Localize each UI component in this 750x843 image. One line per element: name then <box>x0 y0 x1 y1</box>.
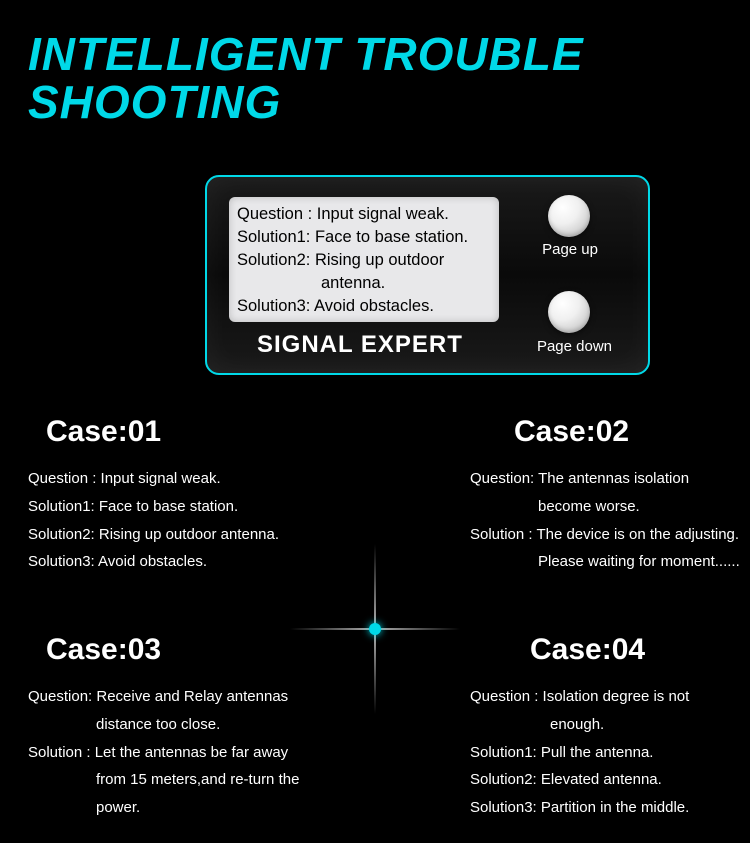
page-title: INTELLIGENT TROUBLE SHOOTING <box>0 0 750 127</box>
case-line: Question: The antennas isolation <box>470 465 740 493</box>
case-line: from 15 meters,and re-turn the <box>28 766 348 794</box>
case-title: Case:04 <box>470 633 740 667</box>
case-line: Solution3: Avoid obstacles. <box>28 548 348 576</box>
case-title: Case:03 <box>28 633 348 667</box>
cases-grid: Case:01 Question : Input signal weak.Sol… <box>0 415 750 835</box>
case-line: enough. <box>470 711 740 739</box>
case-line: power. <box>28 794 348 822</box>
case-03: Case:03 Question: Receive and Relay ante… <box>28 633 348 822</box>
screen-line: Solution2: Rising up outdoor <box>237 249 491 272</box>
page-down-button[interactable] <box>548 291 590 333</box>
case-line: Please waiting for moment...... <box>470 548 740 576</box>
case-body: Question : Input signal weak.Solution1: … <box>28 465 348 576</box>
case-line: Question: Receive and Relay antennas <box>28 683 348 711</box>
screen-line: Solution1: Face to base station. <box>237 226 491 249</box>
screen-line: Question : Input signal weak. <box>237 203 491 226</box>
case-body: Question : Isolation degree is notenough… <box>470 683 740 822</box>
device-screen: Question : Input signal weak. Solution1:… <box>229 197 499 322</box>
page-up-button[interactable] <box>548 195 590 237</box>
case-line: become worse. <box>470 493 740 521</box>
case-line: Solution1: Pull the antenna. <box>470 739 740 767</box>
case-title: Case:01 <box>28 415 348 449</box>
case-line: Solution1: Face to base station. <box>28 493 348 521</box>
page-up-label: Page up <box>542 241 598 258</box>
case-line: Solution2: Rising up outdoor antenna. <box>28 521 348 549</box>
device-panel: Question : Input signal weak. Solution1:… <box>205 175 650 375</box>
case-line: Solution : Let the antennas be far away <box>28 739 348 767</box>
device-label: SIGNAL EXPERT <box>257 331 463 359</box>
title-line-1: INTELLIGENT TROUBLE <box>28 30 750 78</box>
case-body: Question: Receive and Relay antennasdist… <box>28 683 348 822</box>
case-title: Case:02 <box>470 415 740 449</box>
screen-line: Solution3: Avoid obstacles. <box>237 295 491 318</box>
case-line: Solution : The device is on the adjustin… <box>470 521 740 549</box>
case-line: Solution2: Elevated antenna. <box>470 766 740 794</box>
case-04: Case:04 Question : Isolation degree is n… <box>470 633 740 822</box>
case-02: Case:02 Question: The antennas isolation… <box>470 415 740 576</box>
case-line: Solution3: Partition in the middle. <box>470 794 740 822</box>
title-line-2: SHOOTING <box>28 78 750 126</box>
page-down-label: Page down <box>537 338 612 355</box>
case-01: Case:01 Question : Input signal weak.Sol… <box>28 415 348 576</box>
case-line: Question : Isolation degree is not <box>470 683 740 711</box>
case-line: Question : Input signal weak. <box>28 465 348 493</box>
case-line: distance too close. <box>28 711 348 739</box>
screen-line: antenna. <box>237 272 491 295</box>
case-body: Question: The antennas isolationbecome w… <box>470 465 740 576</box>
